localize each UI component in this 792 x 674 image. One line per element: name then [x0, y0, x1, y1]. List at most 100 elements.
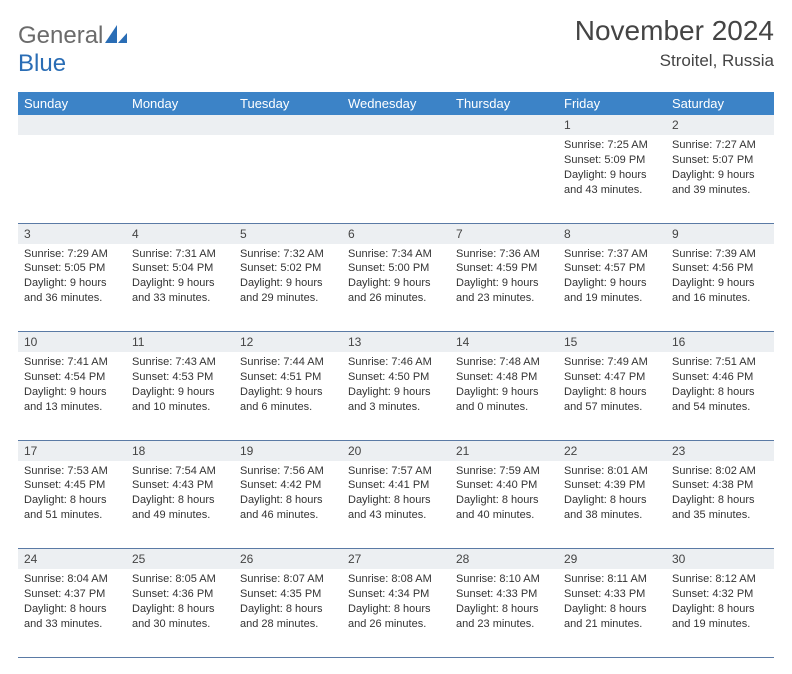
- day-cell: Sunrise: 7:41 AMSunset: 4:54 PMDaylight:…: [18, 352, 126, 440]
- day-cell: Sunrise: 7:37 AMSunset: 4:57 PMDaylight:…: [558, 244, 666, 332]
- day-content: Sunrise: 8:08 AMSunset: 4:34 PMDaylight:…: [342, 569, 450, 637]
- sunrise-text: Sunrise: 7:34 AM: [348, 247, 444, 262]
- day-content: Sunrise: 7:34 AMSunset: 5:00 PMDaylight:…: [342, 244, 450, 312]
- day-content: Sunrise: 7:48 AMSunset: 4:48 PMDaylight:…: [450, 352, 558, 420]
- day-cell: Sunrise: 7:36 AMSunset: 4:59 PMDaylight:…: [450, 244, 558, 332]
- day-content: Sunrise: 8:11 AMSunset: 4:33 PMDaylight:…: [558, 569, 666, 637]
- day-number: 17: [18, 440, 126, 461]
- day-cell: [342, 135, 450, 223]
- daylight-text-1: Daylight: 9 hours: [672, 168, 768, 183]
- daylight-text-2: and 0 minutes.: [456, 400, 552, 415]
- sunrise-text: Sunrise: 7:53 AM: [24, 464, 120, 479]
- day-number-row: 17181920212223: [18, 440, 774, 461]
- day-cell: Sunrise: 7:32 AMSunset: 5:02 PMDaylight:…: [234, 244, 342, 332]
- daylight-text-1: Daylight: 8 hours: [348, 493, 444, 508]
- day-cell: Sunrise: 7:54 AMSunset: 4:43 PMDaylight:…: [126, 461, 234, 549]
- daylight-text-1: Daylight: 9 hours: [240, 385, 336, 400]
- day-content: Sunrise: 7:29 AMSunset: 5:05 PMDaylight:…: [18, 244, 126, 312]
- daylight-text-2: and 16 minutes.: [672, 291, 768, 306]
- daylight-text-1: Daylight: 9 hours: [348, 276, 444, 291]
- daylight-text-2: and 33 minutes.: [132, 291, 228, 306]
- day-cell: Sunrise: 7:49 AMSunset: 4:47 PMDaylight:…: [558, 352, 666, 440]
- header: General Blue November 2024 Stroitel, Rus…: [18, 16, 774, 78]
- sunset-text: Sunset: 4:46 PM: [672, 370, 768, 385]
- day-cell: Sunrise: 8:12 AMSunset: 4:32 PMDaylight:…: [666, 569, 774, 657]
- daylight-text-1: Daylight: 9 hours: [564, 168, 660, 183]
- sunrise-text: Sunrise: 7:41 AM: [24, 355, 120, 370]
- sunrise-text: Sunrise: 7:51 AM: [672, 355, 768, 370]
- weekday-header: Thursday: [450, 92, 558, 115]
- sunrise-text: Sunrise: 7:48 AM: [456, 355, 552, 370]
- day-cell: [234, 135, 342, 223]
- day-cell: [18, 135, 126, 223]
- daylight-text-2: and 19 minutes.: [564, 291, 660, 306]
- location: Stroitel, Russia: [575, 51, 774, 71]
- daylight-text-1: Daylight: 9 hours: [132, 276, 228, 291]
- daylight-text-1: Daylight: 8 hours: [672, 385, 768, 400]
- day-number: 14: [450, 332, 558, 353]
- daylight-text-2: and 43 minutes.: [564, 183, 660, 198]
- daylight-text-1: Daylight: 8 hours: [240, 602, 336, 617]
- day-cell: Sunrise: 8:04 AMSunset: 4:37 PMDaylight:…: [18, 569, 126, 657]
- logo: General Blue: [18, 16, 127, 78]
- daylight-text-1: Daylight: 8 hours: [24, 602, 120, 617]
- daylight-text-1: Daylight: 8 hours: [24, 493, 120, 508]
- day-number: [450, 115, 558, 135]
- sunrise-text: Sunrise: 8:02 AM: [672, 464, 768, 479]
- daylight-text-2: and 23 minutes.: [456, 617, 552, 632]
- sunrise-text: Sunrise: 7:43 AM: [132, 355, 228, 370]
- daylight-text-1: Daylight: 8 hours: [132, 493, 228, 508]
- day-content: Sunrise: 7:32 AMSunset: 5:02 PMDaylight:…: [234, 244, 342, 312]
- day-content: Sunrise: 8:02 AMSunset: 4:38 PMDaylight:…: [666, 461, 774, 529]
- day-number-row: 24252627282930: [18, 549, 774, 570]
- day-content: Sunrise: 7:54 AMSunset: 4:43 PMDaylight:…: [126, 461, 234, 529]
- day-content-row: Sunrise: 7:41 AMSunset: 4:54 PMDaylight:…: [18, 352, 774, 440]
- day-cell: Sunrise: 7:43 AMSunset: 4:53 PMDaylight:…: [126, 352, 234, 440]
- daylight-text-1: Daylight: 9 hours: [240, 276, 336, 291]
- day-number: 30: [666, 549, 774, 570]
- daylight-text-1: Daylight: 8 hours: [456, 493, 552, 508]
- sunset-text: Sunset: 5:05 PM: [24, 261, 120, 276]
- day-number: 23: [666, 440, 774, 461]
- daylight-text-1: Daylight: 9 hours: [672, 276, 768, 291]
- day-content: Sunrise: 7:39 AMSunset: 4:56 PMDaylight:…: [666, 244, 774, 312]
- daylight-text-2: and 3 minutes.: [348, 400, 444, 415]
- sunset-text: Sunset: 4:56 PM: [672, 261, 768, 276]
- day-number-row: 3456789: [18, 223, 774, 244]
- day-cell: [450, 135, 558, 223]
- day-number: 16: [666, 332, 774, 353]
- sunrise-text: Sunrise: 7:44 AM: [240, 355, 336, 370]
- daylight-text-2: and 21 minutes.: [564, 617, 660, 632]
- daylight-text-2: and 28 minutes.: [240, 617, 336, 632]
- sunrise-text: Sunrise: 8:10 AM: [456, 572, 552, 587]
- sunrise-text: Sunrise: 8:07 AM: [240, 572, 336, 587]
- sunrise-text: Sunrise: 8:11 AM: [564, 572, 660, 587]
- logo-sail-icon: [105, 22, 127, 50]
- day-cell: Sunrise: 7:51 AMSunset: 4:46 PMDaylight:…: [666, 352, 774, 440]
- daylight-text-2: and 49 minutes.: [132, 508, 228, 523]
- sunset-text: Sunset: 4:41 PM: [348, 478, 444, 493]
- sunset-text: Sunset: 5:04 PM: [132, 261, 228, 276]
- daylight-text-2: and 39 minutes.: [672, 183, 768, 198]
- daylight-text-1: Daylight: 8 hours: [456, 602, 552, 617]
- day-content-row: Sunrise: 7:53 AMSunset: 4:45 PMDaylight:…: [18, 461, 774, 549]
- daylight-text-2: and 38 minutes.: [564, 508, 660, 523]
- sunrise-text: Sunrise: 8:05 AM: [132, 572, 228, 587]
- day-content: [342, 135, 450, 144]
- day-content-row: Sunrise: 8:04 AMSunset: 4:37 PMDaylight:…: [18, 569, 774, 657]
- sunset-text: Sunset: 5:09 PM: [564, 153, 660, 168]
- daylight-text-2: and 13 minutes.: [24, 400, 120, 415]
- daylight-text-2: and 19 minutes.: [672, 617, 768, 632]
- day-cell: Sunrise: 7:25 AMSunset: 5:09 PMDaylight:…: [558, 135, 666, 223]
- sunset-text: Sunset: 4:42 PM: [240, 478, 336, 493]
- sunset-text: Sunset: 4:50 PM: [348, 370, 444, 385]
- day-cell: Sunrise: 8:02 AMSunset: 4:38 PMDaylight:…: [666, 461, 774, 549]
- sunset-text: Sunset: 4:32 PM: [672, 587, 768, 602]
- day-content: Sunrise: 7:43 AMSunset: 4:53 PMDaylight:…: [126, 352, 234, 420]
- day-content: Sunrise: 7:36 AMSunset: 4:59 PMDaylight:…: [450, 244, 558, 312]
- weekday-header: Friday: [558, 92, 666, 115]
- day-number: [126, 115, 234, 135]
- day-cell: Sunrise: 7:29 AMSunset: 5:05 PMDaylight:…: [18, 244, 126, 332]
- day-number: [342, 115, 450, 135]
- sunrise-text: Sunrise: 8:12 AM: [672, 572, 768, 587]
